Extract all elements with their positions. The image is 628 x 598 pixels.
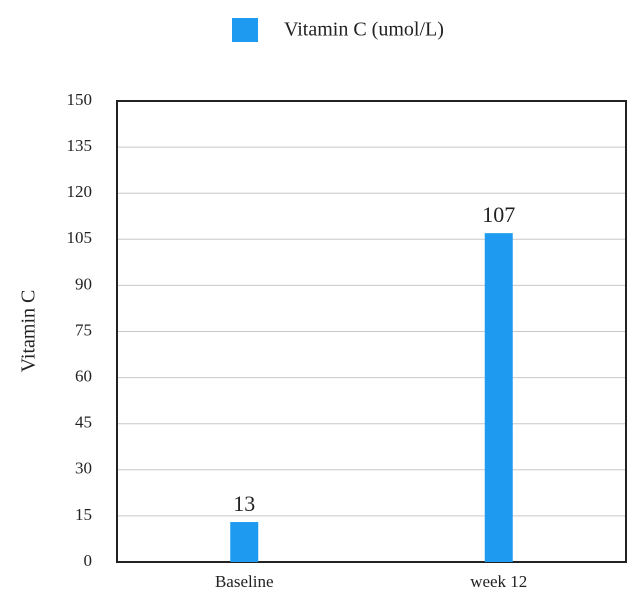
data-label: 13 xyxy=(233,491,255,516)
x-tick-label: Baseline xyxy=(215,572,274,591)
y-tick-label: 150 xyxy=(67,90,93,109)
bar xyxy=(484,233,513,563)
y-tick-label: 60 xyxy=(75,367,92,386)
y-tick-label: 30 xyxy=(75,459,92,478)
x-tick-label: week 12 xyxy=(470,572,527,591)
y-tick-label: 15 xyxy=(75,505,92,524)
legend-label: Vitamin C (umol/L) xyxy=(284,19,444,41)
y-tick-label: 120 xyxy=(67,182,93,201)
y-tick-label: 45 xyxy=(75,413,92,432)
data-label: 107 xyxy=(482,202,515,227)
y-tick-label: 105 xyxy=(67,228,93,247)
plot-border xyxy=(116,100,627,563)
y-tick-label: 0 xyxy=(84,551,93,570)
bar xyxy=(230,522,259,562)
y-tick-label: 75 xyxy=(75,320,92,339)
y-tick-label: 135 xyxy=(67,136,93,155)
y-tick-label: 90 xyxy=(75,274,92,293)
legend-swatch xyxy=(232,18,258,42)
y-axis-label: Vitamin C xyxy=(18,290,40,373)
